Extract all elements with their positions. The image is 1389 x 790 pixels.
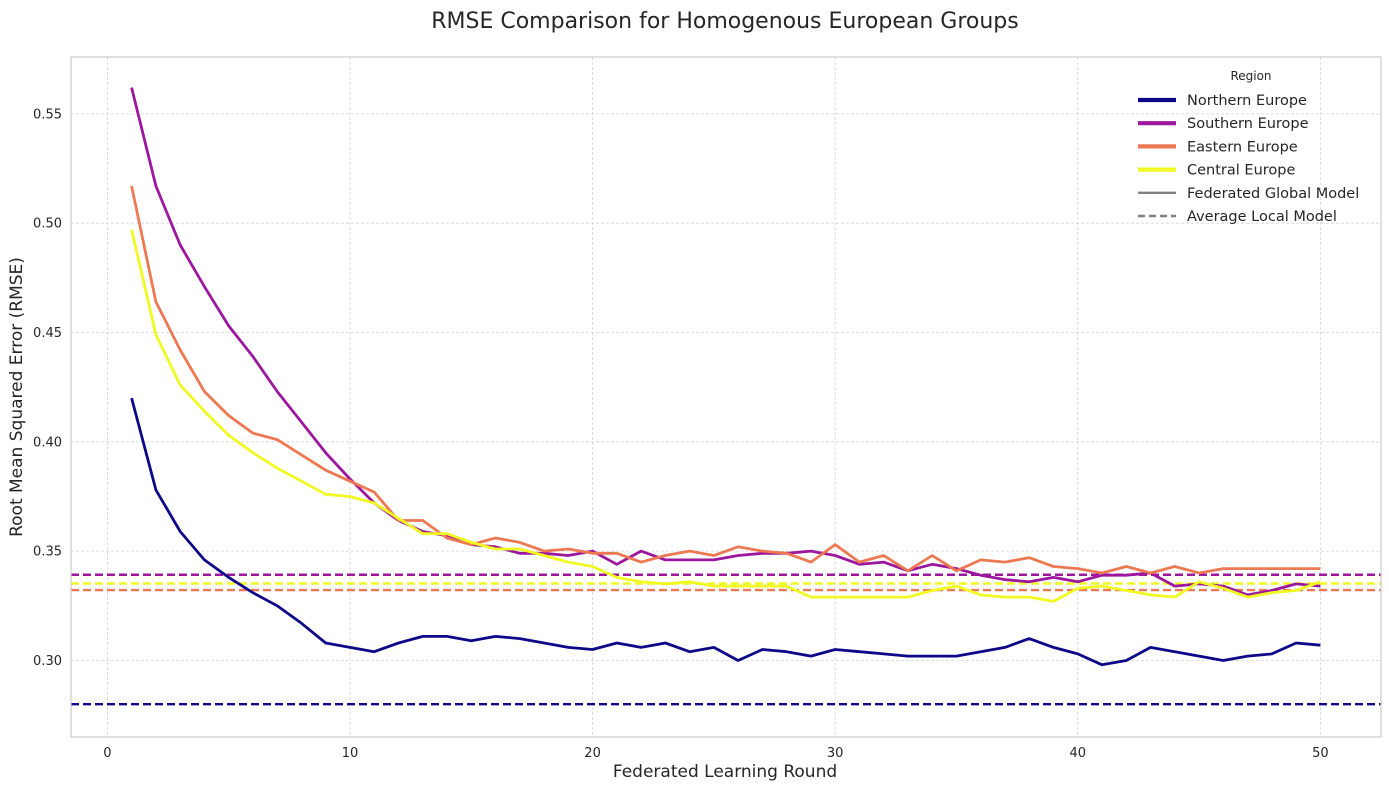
x-tick-label: 30 bbox=[827, 746, 844, 761]
grid bbox=[71, 57, 1381, 737]
y-axis-label: Root Mean Squared Error (RMSE) bbox=[7, 257, 27, 537]
y-tick-label: 0.40 bbox=[33, 435, 62, 450]
y-tick-labels: 0.30 0.35 0.40 0.45 0.50 0.55 bbox=[33, 107, 62, 669]
x-tick-labels: 0 10 20 30 40 50 bbox=[103, 746, 1328, 761]
legend-label-central: Central Europe bbox=[1187, 163, 1295, 179]
chart-title: RMSE Comparison for Homogenous European … bbox=[431, 9, 1019, 34]
legend-label-average: Average Local Model bbox=[1187, 209, 1337, 225]
y-tick-label: 0.55 bbox=[33, 107, 62, 122]
plot-frame bbox=[70, 56, 1382, 738]
legend-label-federated: Federated Global Model bbox=[1187, 186, 1359, 202]
y-tick-label: 0.35 bbox=[33, 545, 62, 560]
legend-label-eastern: Eastern Europe bbox=[1187, 139, 1298, 155]
series-line-northern-europe bbox=[130, 397, 1321, 667]
x-tick-label: 10 bbox=[342, 746, 359, 761]
y-tick-label: 0.30 bbox=[33, 654, 62, 669]
x-axis-label: Federated Learning Round bbox=[613, 762, 837, 782]
legend-label-southern: Southern Europe bbox=[1187, 116, 1309, 132]
y-tick-label: 0.50 bbox=[33, 217, 62, 232]
series-line-southern-europe bbox=[130, 87, 1321, 597]
series-line-eastern-europe bbox=[130, 185, 1321, 575]
series-lines bbox=[130, 87, 1321, 667]
legend-title: Region bbox=[1230, 69, 1271, 83]
legend: Region Northern Europe Southern Europe Eas… bbox=[1138, 69, 1359, 225]
legend-label-northern: Northern Europe bbox=[1187, 93, 1307, 109]
x-tick-label: 40 bbox=[1069, 746, 1086, 761]
x-tick-label: 0 bbox=[103, 746, 111, 761]
series-line-central-europe bbox=[130, 229, 1321, 603]
x-tick-label: 20 bbox=[584, 746, 601, 761]
x-tick-label: 50 bbox=[1312, 746, 1329, 761]
average-local-model-lines bbox=[71, 573, 1381, 706]
y-tick-label: 0.45 bbox=[33, 326, 62, 341]
